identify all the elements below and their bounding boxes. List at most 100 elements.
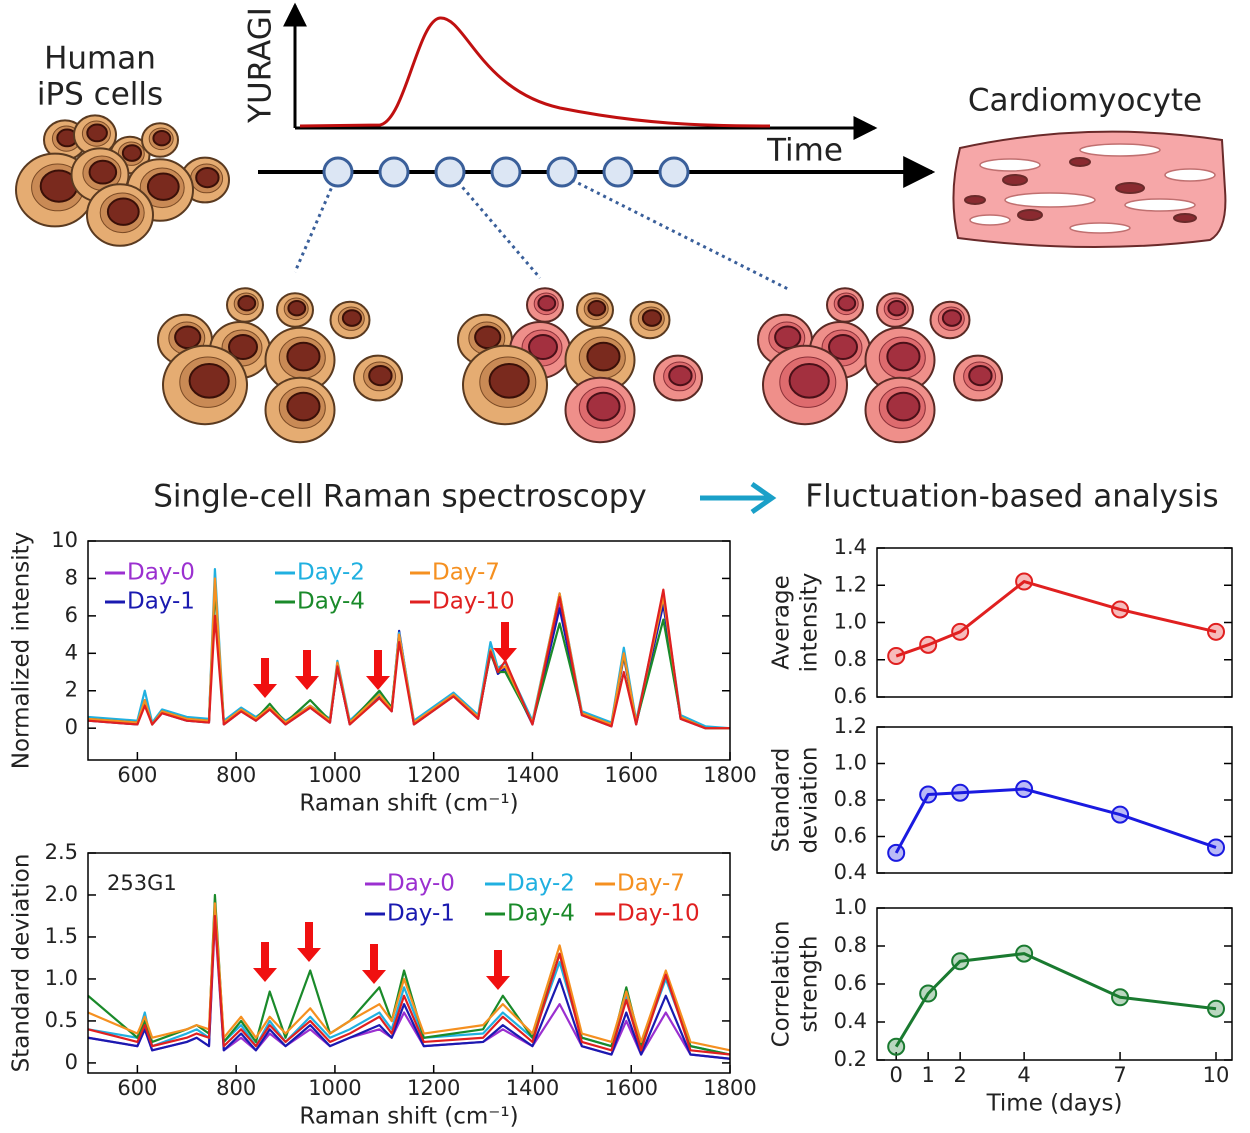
point — [951, 783, 970, 802]
schematic-ylabel: YURAGI — [243, 7, 279, 124]
x-tick-label: 1000 — [308, 1076, 361, 1100]
y-tick-label: 1.0 — [834, 610, 867, 634]
x-tick-label: 1800 — [703, 763, 756, 787]
point — [1207, 622, 1226, 641]
point — [919, 785, 938, 804]
point — [1015, 572, 1034, 591]
right-heading: Fluctuation-based analysis — [805, 479, 1218, 515]
legend-label: Day-4 — [507, 901, 575, 927]
y-axis-label: Correlation — [769, 921, 795, 1048]
x-axis-label: Time (days) — [986, 1091, 1123, 1117]
plot-frame — [87, 852, 731, 1074]
point — [1015, 780, 1034, 799]
legend-label: Day-10 — [617, 901, 700, 927]
x-axis-label: Raman shift (cm⁻¹) — [299, 791, 518, 817]
y-axis-label: Standard deviation — [9, 854, 35, 1073]
y-tick-label: 1.4 — [834, 535, 867, 559]
cluster-mid — [457, 287, 703, 444]
legend-label: Day-2 — [297, 560, 365, 586]
y-tick-label: 1.2 — [834, 714, 867, 738]
legend-label: Day-0 — [127, 560, 195, 586]
series-line — [87, 588, 730, 730]
plot-frame — [87, 540, 731, 761]
series-line — [87, 910, 731, 1060]
y-tick-label: 0 — [65, 1050, 78, 1074]
y-tick-label: 2.0 — [45, 882, 78, 906]
legend-label: Day-7 — [432, 560, 500, 586]
x-tick-label: 4 — [1017, 1063, 1030, 1087]
start-label: iPS cells — [37, 77, 163, 113]
y-tick-label: 6 — [65, 603, 78, 627]
point — [1111, 988, 1130, 1007]
schematic-xlabel: Time — [766, 133, 843, 169]
point — [887, 843, 906, 862]
series-line — [87, 914, 731, 1056]
x-tick-label: 10 — [1203, 1063, 1230, 1087]
x-tick-label: 1000 — [308, 763, 361, 787]
legend-label: Day-0 — [387, 871, 455, 897]
point — [951, 622, 970, 641]
y-tick-label: 1.5 — [45, 924, 78, 948]
y-axis-label: strength — [797, 936, 823, 1033]
x-tick-label: 1 — [921, 1063, 934, 1087]
point — [919, 635, 938, 654]
y-tick-label: 0.8 — [834, 647, 867, 671]
series-line — [894, 787, 1217, 854]
ips-cluster — [14, 114, 230, 247]
point — [887, 647, 906, 666]
legend-label: Day-1 — [127, 589, 195, 615]
y-tick-label: 1.0 — [45, 966, 78, 990]
left-heading: Single-cell Raman spectroscopy — [153, 479, 647, 515]
timepoints — [322, 156, 690, 188]
plot-frame — [876, 726, 1233, 874]
y-axis-label: intensity — [797, 573, 823, 673]
x-tick-label: 800 — [216, 763, 256, 787]
y-axis-label: Average — [769, 575, 795, 669]
y-tick-label: 0.6 — [834, 824, 867, 848]
connector — [293, 178, 791, 292]
legend-label: Day-10 — [432, 589, 515, 615]
point — [1015, 944, 1034, 963]
point — [887, 1037, 906, 1056]
y-axis-label: Normalized intensity — [9, 532, 35, 769]
plot-frame — [876, 547, 1233, 698]
x-tick-label: 1400 — [506, 763, 559, 787]
point — [1207, 999, 1226, 1018]
x-tick-label: 600 — [117, 1076, 157, 1100]
x-tick-label: 0 — [890, 1063, 903, 1087]
heading-arrow — [700, 481, 777, 515]
series-line — [894, 952, 1217, 1048]
y-tick-label: 0.4 — [834, 1009, 867, 1033]
series-line — [87, 902, 731, 1052]
x-tick-label: 800 — [216, 1076, 256, 1100]
y-axis-label: deviation — [797, 747, 823, 854]
end-label: Cardiomyocyte — [968, 83, 1202, 119]
x-tick-label: 1200 — [407, 1076, 460, 1100]
x-tick-label: 1400 — [506, 1076, 559, 1100]
y-tick-label: 0 — [65, 715, 78, 739]
y-tick-label: 0.6 — [834, 971, 867, 995]
x-axis-label: Raman shift (cm⁻¹) — [299, 1104, 518, 1130]
y-tick-label: 0.2 — [834, 1047, 867, 1071]
plot-frame — [876, 907, 1233, 1061]
y-tick-label: 2 — [65, 678, 78, 702]
cluster-late — [757, 287, 1003, 444]
y-tick-label: 8 — [65, 565, 78, 589]
legend-label: Day-1 — [387, 901, 455, 927]
y-tick-label: 0.8 — [834, 933, 867, 957]
point — [1111, 805, 1130, 824]
y-tick-label: 0.5 — [45, 1008, 78, 1032]
y-tick-label: 4 — [65, 640, 78, 664]
y-tick-label: 2.5 — [45, 840, 78, 864]
annotation: 253G1 — [107, 871, 177, 895]
point — [919, 984, 938, 1003]
y-axis-label: Standard — [769, 748, 795, 853]
series-line — [895, 580, 1217, 658]
start-label: Human — [44, 41, 156, 77]
legend-label: Day-2 — [507, 871, 575, 897]
y-tick-label: 10 — [51, 528, 78, 552]
y-tick-label: 0.8 — [834, 787, 867, 811]
x-tick-label: 1600 — [605, 1076, 658, 1100]
legend-label: Day-4 — [297, 589, 365, 615]
point — [951, 952, 970, 971]
